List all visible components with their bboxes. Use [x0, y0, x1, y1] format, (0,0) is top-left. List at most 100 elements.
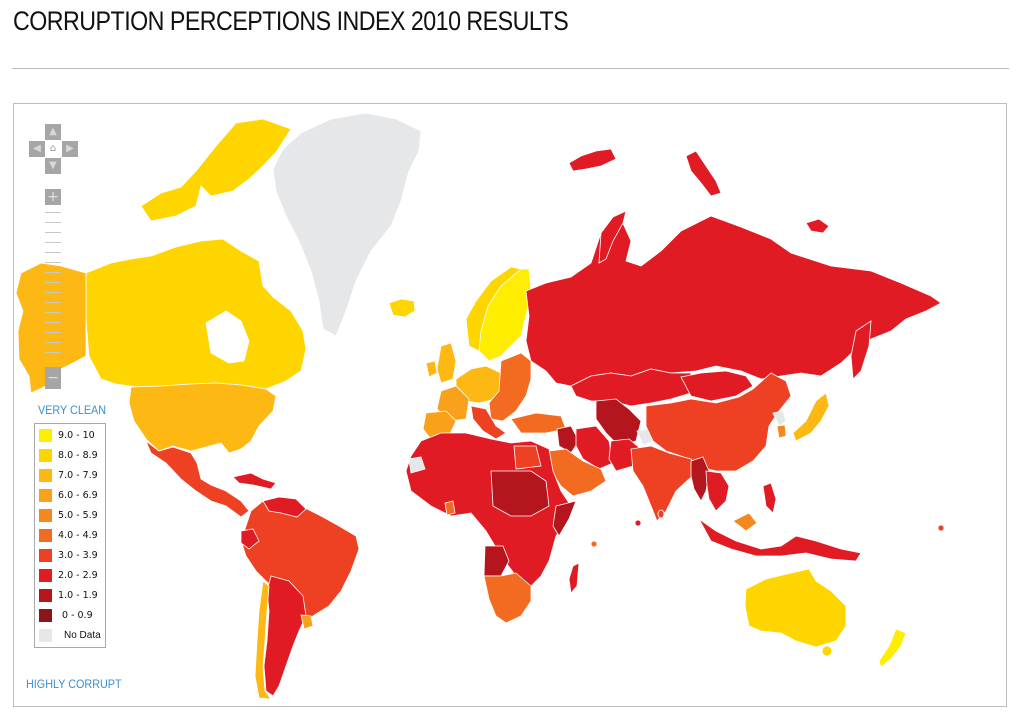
region-north-korea[interactable] — [772, 410, 787, 427]
chevron-up-icon: ▲ — [49, 126, 57, 137]
legend-label: 6.0 - 6.9 — [58, 490, 98, 501]
zoom-tick — [45, 272, 61, 273]
region-egypt[interactable] — [513, 445, 542, 470]
region-indonesia[interactable] — [698, 518, 862, 562]
chevron-down-icon: ▼ — [49, 160, 57, 171]
legend-label: 8.0 - 8.9 — [58, 450, 98, 461]
legend-label: 7.0 - 7.9 — [58, 470, 98, 481]
region-novaya-zemlya[interactable] — [598, 210, 627, 264]
region-norway[interactable] — [465, 266, 522, 352]
region-ecuador[interactable] — [240, 528, 260, 550]
pan-left-button[interactable]: ◀ — [29, 141, 45, 157]
region-madagascar[interactable] — [568, 562, 580, 594]
legend-item: 8.0 - 8.9 — [39, 449, 103, 462]
legend-label: 5.0 - 5.9 — [58, 510, 98, 521]
region-argentina-bolivia[interactable] — [263, 575, 307, 697]
legend-item: 7.0 - 7.9 — [39, 469, 103, 482]
region-eastern-europe[interactable] — [488, 352, 532, 422]
region-caribbean[interactable] — [232, 472, 277, 490]
region-somalia[interactable] — [552, 500, 577, 537]
region-uruguay[interactable] — [300, 614, 314, 630]
region-angola[interactable] — [483, 545, 510, 577]
legend-item: 4.0 - 4.9 — [39, 529, 103, 542]
legend-item: 6.0 - 6.9 — [39, 489, 103, 502]
region-russia[interactable] — [525, 215, 942, 387]
region-myanmar[interactable] — [690, 456, 710, 502]
region-southern-africa[interactable] — [483, 572, 532, 624]
region-greenland[interactable] — [272, 112, 422, 337]
region-brazil-colombia-peru[interactable] — [240, 497, 360, 627]
pan-down-button[interactable]: ▼ — [45, 158, 61, 174]
region-philippines[interactable] — [762, 482, 777, 514]
home-button[interactable]: ⌂ — [45, 141, 61, 157]
region-mongolia[interactable] — [680, 370, 754, 402]
region-mexico-central-america[interactable] — [145, 439, 250, 518]
zoom-out-button[interactable]: − — [45, 367, 61, 389]
region-sri-lanka[interactable] — [657, 509, 665, 519]
zoom-tick — [45, 361, 61, 362]
zoom-tick — [45, 352, 61, 353]
region-ghana[interactable] — [444, 500, 456, 516]
region-china[interactable] — [645, 372, 792, 472]
region-borneo-malaysia[interactable] — [732, 512, 758, 532]
zoom-tick — [45, 212, 61, 213]
chevron-right-icon: ▶ — [66, 143, 74, 154]
region-canada-islands[interactable] — [140, 118, 292, 222]
region-canada[interactable] — [85, 238, 307, 390]
region-severnaya-zemlya[interactable] — [685, 150, 722, 197]
region-iran[interactable] — [575, 425, 614, 470]
region-south-korea[interactable] — [776, 424, 787, 439]
region-franz-josef[interactable] — [568, 148, 617, 172]
zoom-tick — [45, 292, 61, 293]
region-fiji[interactable] — [937, 524, 945, 532]
zoom-tick — [45, 302, 61, 303]
region-japan[interactable] — [792, 392, 830, 442]
legend-label: 1.0 - 1.9 — [58, 590, 98, 601]
pan-up-button[interactable]: ▲ — [45, 124, 61, 140]
pan-right-button[interactable]: ▶ — [62, 141, 78, 157]
world-map[interactable] — [13, 103, 1007, 707]
legend-swatch — [39, 489, 52, 502]
region-uk[interactable] — [436, 342, 457, 384]
title-divider — [12, 68, 1009, 69]
region-venezuela[interactable] — [262, 496, 307, 518]
map-frame[interactable] — [13, 103, 1007, 707]
legend-item: 2.0 - 2.9 — [39, 569, 103, 582]
region-new-siberian[interactable] — [805, 218, 830, 234]
zoom-tick — [45, 252, 61, 253]
region-chile[interactable] — [254, 580, 272, 700]
region-iraq[interactable] — [556, 425, 580, 454]
legend-item: 1.0 - 1.9 — [39, 589, 103, 602]
legend-label: 4.0 - 4.9 — [58, 530, 98, 541]
region-new-zealand[interactable] — [878, 628, 907, 668]
region-australia[interactable] — [744, 568, 847, 648]
home-icon: ⌂ — [49, 143, 57, 154]
region-india[interactable] — [630, 445, 702, 522]
zoom-tick — [45, 312, 61, 313]
pan-control: ▲ ◀ ⌂ ▶ ▼ — [29, 124, 79, 174]
legend-label: 0 - 0.9 — [62, 610, 93, 621]
legend-swatch — [39, 609, 52, 622]
legend-top-label: VERY CLEAN — [38, 403, 107, 417]
legend-item: No Data — [39, 629, 103, 642]
legend-item: 3.0 - 3.9 — [39, 549, 103, 562]
region-maldives[interactable] — [634, 519, 642, 527]
region-iceland[interactable] — [388, 298, 416, 318]
page-title: CORRUPTION PERCEPTIONS INDEX 2010 RESULT… — [13, 6, 569, 36]
region-afghanistan-turkmenistan[interactable] — [595, 398, 642, 447]
legend-swatch — [39, 529, 52, 542]
region-kamchatka[interactable] — [850, 320, 872, 380]
legend-swatch — [39, 429, 52, 442]
region-chad-sudan[interactable] — [490, 470, 550, 517]
region-se-asia-mainland[interactable] — [705, 470, 730, 512]
region-italy-balkans[interactable] — [470, 405, 507, 440]
region-tasmania[interactable] — [821, 645, 833, 657]
region-western-sahara[interactable] — [408, 456, 426, 474]
region-ireland[interactable] — [425, 360, 438, 378]
region-mauritius[interactable] — [590, 540, 598, 548]
zoom-slider[interactable] — [45, 212, 61, 362]
zoom-tick — [45, 322, 61, 323]
zoom-tick — [45, 342, 61, 343]
zoom-in-button[interactable]: + — [45, 189, 61, 205]
region-usa[interactable] — [128, 382, 277, 454]
